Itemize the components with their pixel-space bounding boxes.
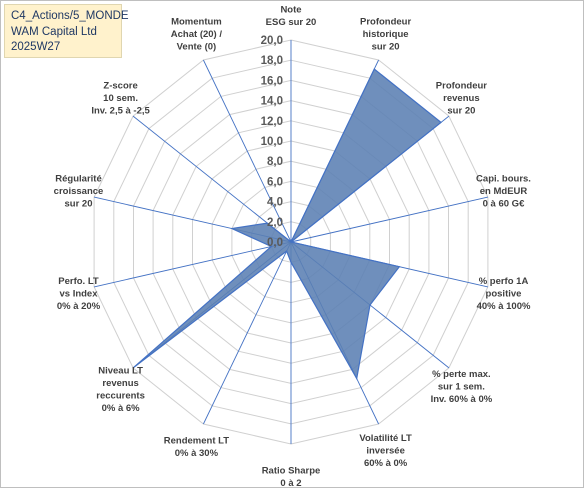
chart-title-box: C4_Actions/5_MONDE WAM Capital Ltd 2025W…: [4, 4, 129, 58]
axis-label-line: Achat (20) /: [171, 29, 223, 40]
axis-spoke: [290, 196, 489, 243]
axis-label-line: Niveau LT: [98, 365, 143, 376]
axis-label-line: Inv. 2,5 à -2,5: [91, 106, 150, 117]
axis-label-line: Rendement LT: [164, 435, 229, 446]
axis-label: Profondeur historique sur 20: [360, 17, 411, 53]
axis-label-line: Z-score: [103, 81, 137, 92]
tick-label: 0,0: [267, 237, 283, 249]
axis-spoke: [202, 59, 292, 243]
axis-label-line: en MdEUR: [480, 186, 528, 197]
axis-label-line: Vente (0): [177, 42, 217, 53]
axis-label-line: 0% à 6%: [102, 403, 141, 414]
axis-label-line: croissance: [54, 186, 104, 197]
tick-label: 12,0: [261, 116, 283, 128]
tick-label: 8,0: [267, 156, 283, 168]
axis-label-line: Profondeur: [360, 17, 411, 28]
axis-label-line: % perte max.: [432, 369, 491, 380]
axis-label-line: sur 1 sem.: [438, 381, 485, 392]
axis-label-line: revenus: [443, 93, 479, 104]
axis-label-line: Momentum: [171, 17, 222, 28]
axis-label-line: Inv. 60% à 0%: [431, 394, 493, 405]
axis-label-line: Volatilité LT: [359, 433, 412, 444]
axis-label: Capi. bours. en MdEUR 0 à 60 G€: [476, 173, 531, 209]
radar-tick-labels: 0,0 2,0 4,0 6,0 8,0 10,0 12,0 14,0 16,0 18,0 20,0: [261, 35, 283, 249]
tick-label: 10,0: [261, 136, 283, 148]
axis-label: Profondeur revenus sur 20: [436, 81, 487, 117]
axis-label: Volatilité LT inversée 60% à 0%: [359, 433, 412, 469]
axis-label-line: sur 20: [372, 42, 400, 53]
tick-label: 4,0: [267, 197, 283, 209]
radar-axis-labels: Note ESG sur 20 Profondeur historique sur 20…: [54, 5, 531, 488]
axis-label-line: Note: [280, 5, 301, 16]
tick-label: 20,0: [261, 35, 283, 47]
axis-label-line: 10 sem.: [103, 93, 138, 104]
axis-label-line: 0 à 2: [280, 478, 301, 488]
axis-label-line: revenus: [102, 378, 138, 389]
axis-label-line: sur 20: [65, 198, 93, 209]
axis-spoke: [202, 241, 292, 425]
axis-label: Régularité croissance sur 20: [54, 173, 104, 209]
tick-label: 2,0: [267, 217, 283, 229]
axis-label: Perfo. LT vs Index 0% à 20%: [57, 276, 101, 312]
axis-label-line: 0% à 30%: [175, 448, 219, 459]
axis-label: Ratio Sharpe 0 à 2: [262, 466, 321, 488]
axis-label: Rendement LT 0% à 30%: [164, 435, 229, 459]
axis-spoke: [93, 241, 292, 288]
radar-series: [132, 68, 442, 381]
tick-label: 6,0: [267, 176, 283, 188]
axis-label-line: 40% à 100%: [477, 301, 531, 312]
title-line-week: 2025W27: [11, 41, 61, 53]
title-line-company: WAM Capital Ltd: [11, 25, 97, 38]
axis-label-line: Régularité: [55, 173, 101, 184]
axis-label-line: % perfo 1A: [479, 276, 529, 287]
axis-label: % perfo 1A positive 40% à 100%: [477, 276, 531, 312]
axis-label-line: Capi. bours.: [476, 173, 531, 184]
axis-label: Note ESG sur 20: [266, 5, 317, 29]
axis-label-line: Profondeur: [436, 81, 487, 92]
title-line-category: C4_Actions/5_MONDE: [11, 10, 129, 22]
tick-label: 14,0: [261, 96, 283, 108]
axis-label: % perte max. sur 1 sem. Inv. 60% à 0%: [431, 369, 493, 405]
axis-label-line: inversée: [366, 446, 405, 457]
axis-label-line: sur 20: [447, 106, 475, 117]
axis-label: Niveau LT revenus reccurents 0% à 6%: [96, 365, 145, 414]
tick-label: 16,0: [261, 75, 283, 87]
axis-spoke: [132, 115, 292, 243]
axis-label-line: 0 à 60 G€: [483, 198, 525, 209]
series-area: [132, 68, 442, 381]
axis-label-line: 0% à 20%: [57, 301, 101, 312]
axis-label-line: reccurents: [96, 390, 145, 401]
axis-label-line: positive: [486, 289, 522, 300]
axis-label-line: historique: [363, 29, 409, 40]
tick-label: 18,0: [261, 55, 283, 67]
axis-label-line: vs Index: [59, 289, 98, 300]
axis-label: Momentum Achat (20) / Vente (0): [171, 17, 223, 53]
axis-label-line: 60% à 0%: [364, 458, 408, 469]
axis-label-line: Ratio Sharpe: [262, 466, 321, 477]
axis-label-line: ESG sur 20: [266, 17, 317, 28]
axis-label: Z-score 10 sem. Inv. 2,5 à -2,5: [91, 81, 150, 117]
axis-label-line: Perfo. LT: [58, 276, 99, 287]
